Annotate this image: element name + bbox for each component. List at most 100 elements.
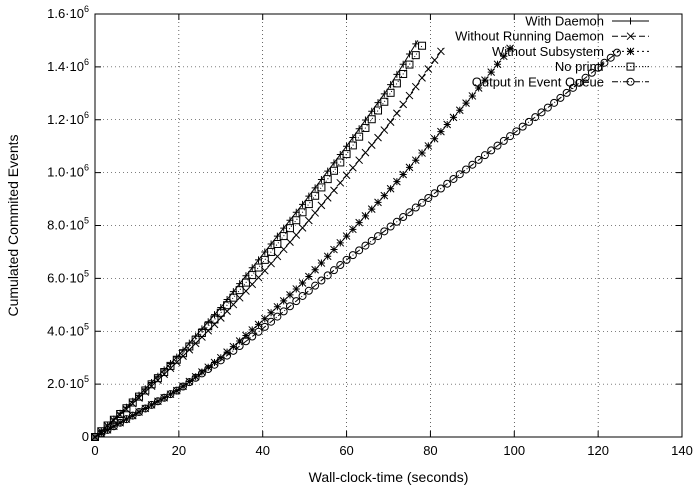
data-point xyxy=(367,236,376,245)
data-point xyxy=(153,374,162,383)
data-point xyxy=(204,322,213,331)
data-point xyxy=(355,156,364,165)
data-point xyxy=(329,266,338,275)
data-point xyxy=(437,127,445,136)
data-point xyxy=(267,247,276,256)
y-tick-label: 1.4·106 xyxy=(47,57,89,74)
data-point xyxy=(148,379,156,387)
data-point xyxy=(349,225,357,234)
data-point xyxy=(399,213,408,222)
data-point xyxy=(154,397,162,406)
data-point xyxy=(153,397,162,406)
data-point xyxy=(329,166,338,175)
data-point xyxy=(235,342,244,351)
x-tick-label: 40 xyxy=(255,443,269,458)
data-point xyxy=(367,115,376,124)
data-point xyxy=(455,170,464,179)
data-point xyxy=(160,368,169,377)
data-point xyxy=(336,178,345,187)
data-point xyxy=(229,346,238,355)
data-point xyxy=(430,134,439,143)
data-point xyxy=(361,211,370,220)
data-point xyxy=(110,422,118,431)
series-plus xyxy=(91,40,420,441)
data-point xyxy=(430,189,439,198)
data-point xyxy=(550,98,559,107)
data-point xyxy=(386,118,395,126)
data-point xyxy=(160,393,169,402)
series-line xyxy=(94,48,444,438)
data-point xyxy=(128,398,137,407)
data-point xyxy=(361,148,370,157)
data-point xyxy=(242,331,250,340)
data-point xyxy=(292,285,301,293)
data-point xyxy=(626,62,635,71)
data-point xyxy=(424,65,433,73)
data-point xyxy=(380,191,389,200)
data-point xyxy=(499,52,508,61)
data-point xyxy=(506,44,514,53)
data-point xyxy=(172,355,181,364)
legend-item: Output in Event Queue xyxy=(472,74,649,89)
data-point xyxy=(627,17,634,25)
data-point xyxy=(392,217,401,226)
data-point xyxy=(292,297,301,306)
data-point xyxy=(374,198,382,207)
data-point xyxy=(386,88,395,97)
data-point xyxy=(487,146,496,155)
y-tick-label: 4.0·105 xyxy=(47,321,89,338)
data-point xyxy=(229,342,238,351)
data-point xyxy=(348,251,357,260)
data-point xyxy=(418,74,426,82)
data-point xyxy=(626,47,635,56)
data-point xyxy=(374,106,383,115)
x-tick-label: 20 xyxy=(172,443,186,458)
data-point xyxy=(241,337,250,346)
data-point xyxy=(103,425,112,434)
data-point xyxy=(285,302,294,311)
legend-label: Without Subsystem xyxy=(492,44,604,59)
data-point xyxy=(317,259,326,267)
data-point xyxy=(135,408,144,417)
data-point xyxy=(323,194,332,202)
data-point xyxy=(493,60,502,69)
data-point xyxy=(304,286,313,295)
data-point xyxy=(166,361,175,370)
data-point xyxy=(216,308,225,317)
data-point xyxy=(493,141,502,150)
x-tick-label: 140 xyxy=(671,443,693,458)
data-point xyxy=(279,232,288,241)
x-tick-label: 100 xyxy=(503,443,525,458)
data-point xyxy=(424,142,433,150)
data-point xyxy=(462,99,470,107)
data-point xyxy=(279,307,288,316)
data-point xyxy=(254,263,263,272)
data-point xyxy=(380,97,389,106)
data-point xyxy=(216,356,225,365)
data-point xyxy=(204,363,213,372)
data-point xyxy=(518,122,527,131)
data-point xyxy=(418,41,427,50)
data-point xyxy=(600,58,609,67)
series-line xyxy=(94,50,620,438)
data-point xyxy=(361,123,370,132)
data-point xyxy=(581,73,590,82)
x-tick-label: 80 xyxy=(423,443,437,458)
data-point xyxy=(116,409,125,418)
y-tick-label: 0 xyxy=(82,429,89,444)
data-point xyxy=(298,279,307,287)
data-point xyxy=(135,392,144,401)
data-point xyxy=(342,255,351,264)
data-point xyxy=(443,120,452,129)
data-point xyxy=(229,293,238,302)
data-point xyxy=(374,232,383,241)
data-point xyxy=(273,312,282,321)
data-point xyxy=(367,141,376,149)
y-tick-label: 8.0·105 xyxy=(47,216,89,233)
data-point xyxy=(172,386,181,395)
data-point xyxy=(110,415,118,423)
y-tick-label: 2.0·105 xyxy=(47,374,89,391)
data-point xyxy=(405,60,414,69)
data-point xyxy=(587,68,596,77)
